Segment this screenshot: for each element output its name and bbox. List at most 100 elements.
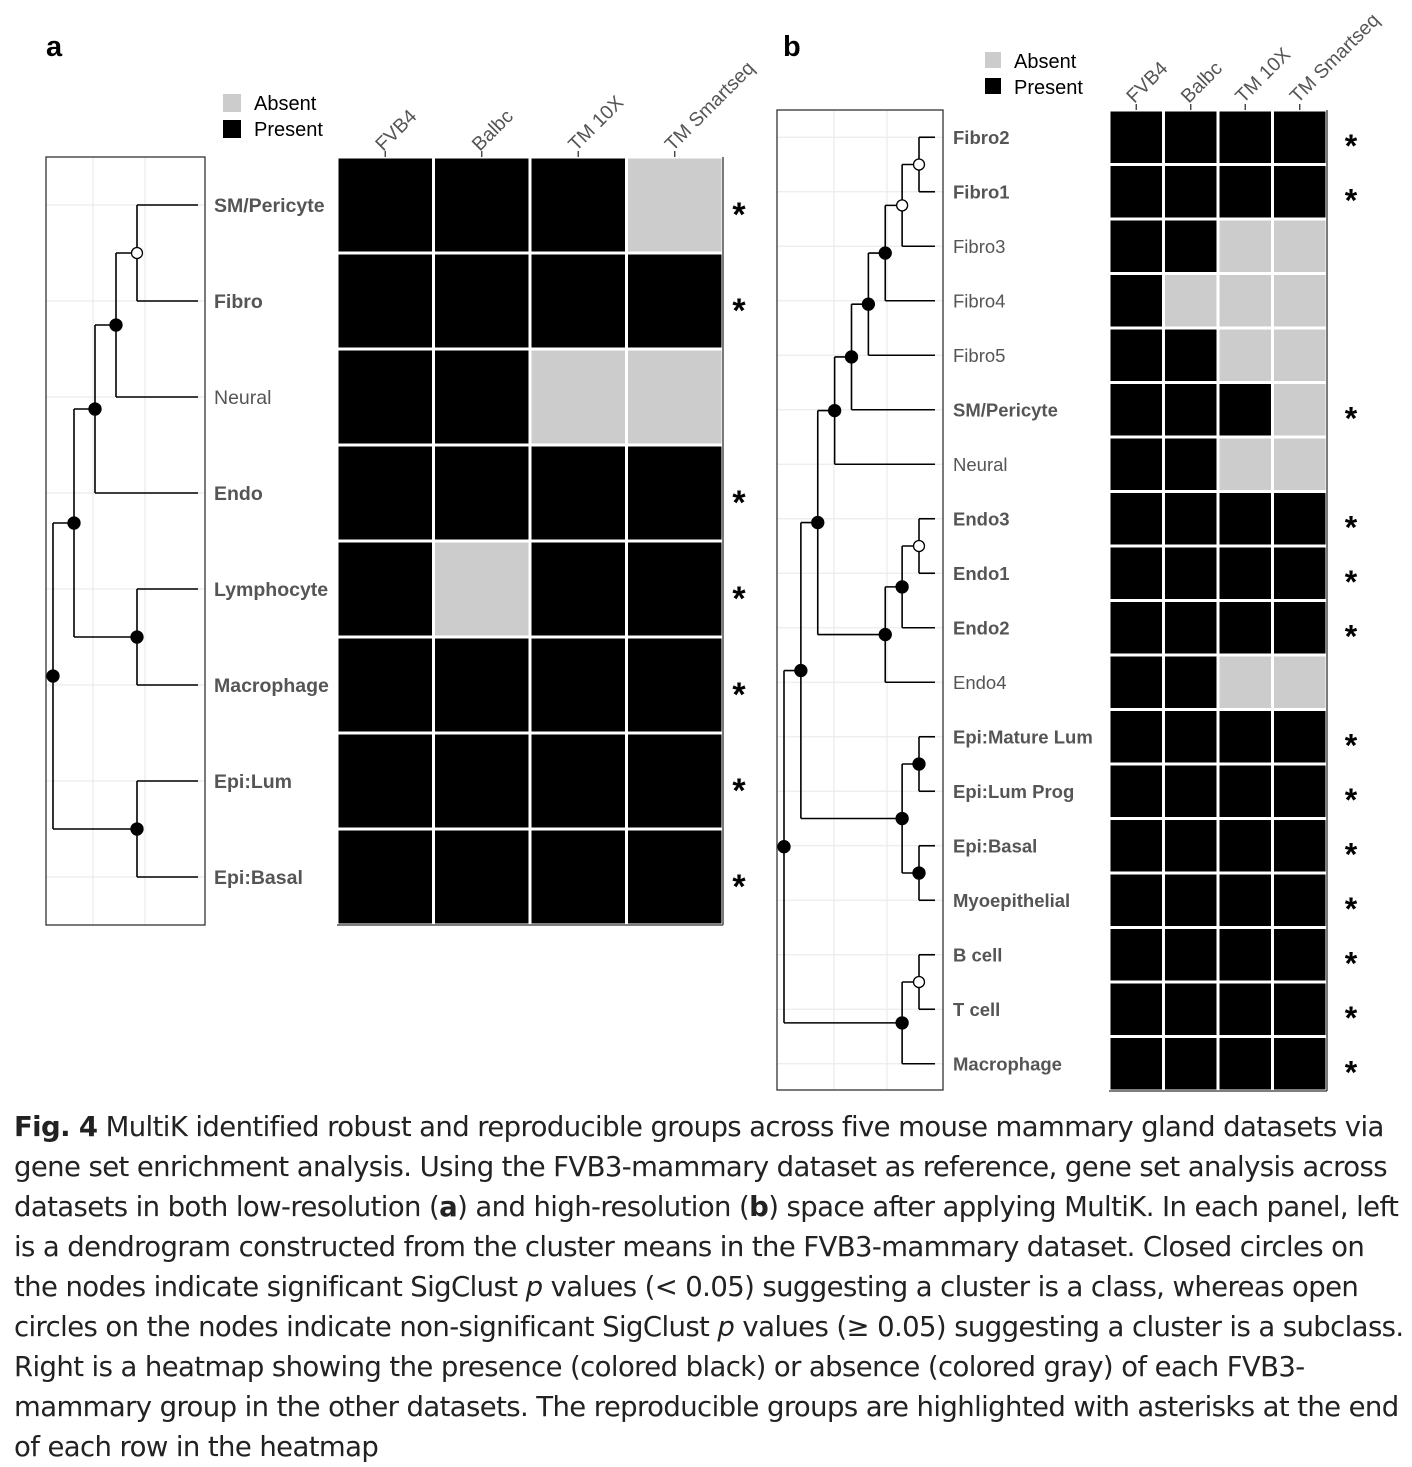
reproducible-star: *	[1345, 619, 1358, 655]
panel-a-dendrogram	[45, 156, 206, 926]
heatmap-cell-present	[1274, 166, 1326, 218]
heatmap-cell-present	[1110, 329, 1162, 381]
caption-text-1: MultiK identified robust and reproducibl…	[14, 1111, 1388, 1223]
column-label: TM Smartseq	[1286, 9, 1384, 107]
panel-a: a Absent Present SM/Pericyte Fibro Neural E…	[45, 31, 759, 926]
panel-b-letter: b	[783, 31, 801, 63]
figure-caption: Fig. 4 MultiK identified robust and repr…	[14, 1107, 1404, 1467]
heatmap-cell-absent	[1274, 384, 1326, 436]
heatmap-cell-absent	[435, 542, 529, 636]
dendrogram-node-significant	[878, 627, 892, 642]
row-label: Fibro5	[953, 345, 1005, 366]
heatmap-cell-present	[1274, 602, 1326, 654]
panel-a-stars: * * * * * * *	[732, 196, 746, 906]
heatmap-cell-absent	[1219, 275, 1271, 327]
column-label: TM 10X	[564, 92, 628, 156]
heatmap-cell-absent	[1219, 438, 1271, 490]
heatmap-cell-present	[1110, 765, 1162, 817]
dendrogram-node-nonsignificant	[912, 158, 926, 171]
reproducible-star: *	[732, 196, 746, 234]
heatmap-cell-present	[1219, 493, 1271, 545]
heatmap-cell-present	[1165, 820, 1217, 872]
heatmap-cell-present	[1219, 765, 1271, 817]
heatmap-cell-present	[1274, 711, 1326, 763]
dendrogram-node-significant	[861, 297, 876, 311]
reproducible-star: *	[732, 772, 746, 810]
heatmap-cell-present	[1110, 166, 1162, 218]
heatmap-cell-present	[628, 446, 722, 540]
heatmap-cell-absent	[1274, 656, 1326, 708]
panel-b-heatmap	[1109, 110, 1328, 1092]
dendrogram-node-significant	[794, 663, 808, 678]
heatmap-cell-present	[1110, 384, 1162, 436]
row-label: Fibro3	[953, 236, 1005, 257]
heatmap-cell-present	[531, 254, 625, 348]
figure-label: Fig. 4	[14, 1111, 98, 1143]
dendrogram-node-significant	[777, 840, 791, 854]
panel-a-column-labels: FVB4 Balbc TM 10X TM Smartseq	[371, 57, 759, 157]
heatmap-cell-absent	[1219, 656, 1271, 708]
reproducible-star: *	[732, 868, 746, 906]
heatmap-cell-absent	[628, 350, 722, 444]
heatmap-cell-present	[531, 734, 625, 828]
reproducible-star: *	[732, 292, 746, 330]
heatmap-cell-present	[1165, 384, 1217, 436]
heatmap-cell-present	[1110, 711, 1162, 763]
heatmap-cell-present	[1165, 547, 1217, 599]
reproducible-star: *	[1345, 401, 1358, 437]
dendrogram-node-significant	[109, 318, 123, 332]
heatmap-cell-present	[1165, 765, 1217, 817]
panel-b-legend: Absent Present	[985, 51, 1083, 99]
heatmap-cell-present	[1274, 765, 1326, 817]
row-label: Epi:Basal	[953, 835, 1037, 856]
panel-b: b Absent Present Fibro2Fibro1Fibro3Fibro…	[776, 9, 1384, 1092]
panel-a-heatmap	[337, 157, 724, 926]
heatmap-cell-present	[1110, 547, 1162, 599]
heatmap-cell-absent	[1274, 438, 1326, 490]
legend-absent-label: Absent	[1014, 51, 1077, 73]
heatmap-cell-present	[1110, 656, 1162, 708]
dendrogram-node-significant	[67, 516, 81, 530]
caption-p-symbol-1: p	[525, 1271, 543, 1303]
reproducible-star: *	[1345, 564, 1358, 600]
dendrogram-node-significant	[912, 866, 926, 880]
heatmap-cell-absent	[1274, 220, 1326, 272]
heatmap-cell-present	[338, 446, 432, 540]
dendrogram-node-nonsignificant	[912, 975, 926, 989]
dendrogram-node-significant	[895, 1016, 909, 1030]
dendrogram-node-nonsignificant	[130, 246, 144, 260]
heatmap-cell-present	[435, 734, 529, 828]
dendrogram-node-nonsignificant	[912, 539, 926, 553]
heatmap-cell-present	[1110, 493, 1162, 545]
row-label: SM/Pericyte	[953, 399, 1058, 420]
row-label: Epi:Lum Prog	[953, 781, 1074, 802]
heatmap-cell-present	[628, 830, 722, 924]
heatmap-cell-present	[628, 638, 722, 732]
heatmap-cell-present	[1110, 1038, 1162, 1090]
heatmap-cell-present	[435, 158, 529, 252]
heatmap-cell-present	[435, 254, 529, 348]
heatmap-cell-present	[1219, 166, 1271, 218]
dendrogram-node-significant	[827, 403, 842, 418]
heatmap-cell-absent	[531, 350, 625, 444]
heatmap-background	[1109, 110, 1327, 1091]
heatmap-cell-present	[531, 830, 625, 924]
legend-absent-label: Absent	[254, 93, 317, 115]
heatmap-cell-present	[1274, 1038, 1326, 1090]
heatmap-cell-present	[1219, 111, 1271, 163]
column-label: Balbc	[468, 105, 518, 155]
row-label: Endo4	[953, 672, 1007, 693]
heatmap-cell-present	[1219, 929, 1271, 981]
legend-present-swatch	[223, 120, 241, 138]
reproducible-star: *	[1345, 183, 1358, 219]
heatmap-cell-present	[435, 638, 529, 732]
heatmap-cell-present	[1165, 438, 1217, 490]
panel-b-stars: * * * * * * * * * * * * *	[1345, 128, 1358, 1090]
heatmap-cell-present	[1274, 874, 1326, 926]
heatmap-cell-present	[338, 158, 432, 252]
heatmap-cell-present	[1110, 820, 1162, 872]
heatmap-cell-present	[1165, 874, 1217, 926]
heatmap-cell-present	[1165, 983, 1217, 1035]
dendrogram-frame	[776, 109, 944, 1091]
heatmap-cell-present	[1219, 384, 1271, 436]
